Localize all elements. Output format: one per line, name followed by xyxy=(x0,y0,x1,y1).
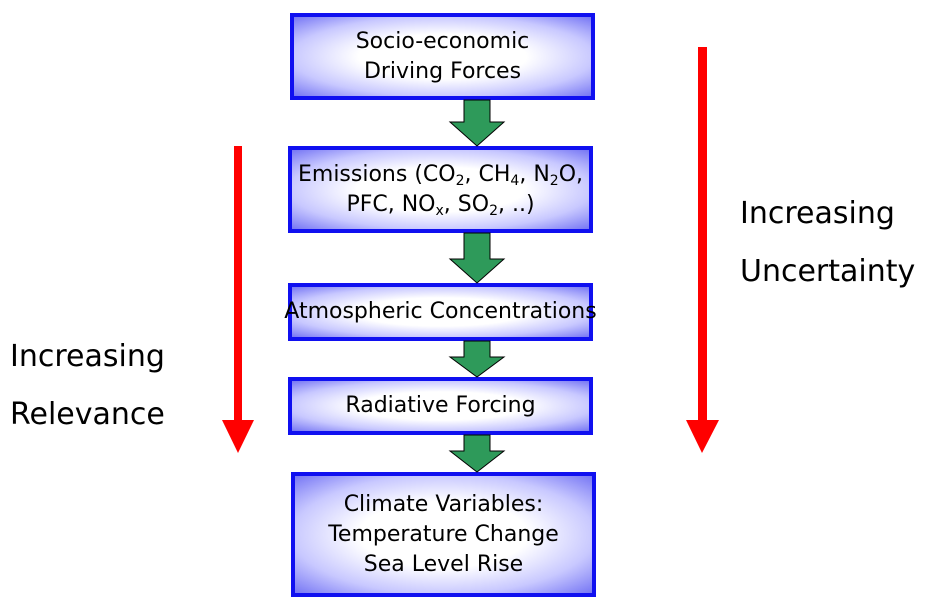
box-text-line: Radiative Forcing xyxy=(345,393,536,418)
box-text-line: Socio-economic xyxy=(355,28,530,54)
text-run: O, xyxy=(558,161,584,187)
box-atmospheric-concentrations: Atmospheric Concentrations xyxy=(284,283,597,341)
increasing-uncertainty-label: Increasing Uncertainty xyxy=(740,185,915,301)
box-socio-economic-driving-forces: Socio-economic Driving Forces xyxy=(290,13,595,100)
box-text-line: Climate Variables: xyxy=(343,491,544,517)
subscript: 2 xyxy=(489,202,498,219)
subscript: 4 xyxy=(510,172,520,189)
text-run: , CH xyxy=(464,161,511,187)
down-arrow-icon xyxy=(448,434,506,473)
box-text-line: Atmospheric Concentrations xyxy=(284,299,597,324)
down-arrow-icon xyxy=(448,340,506,378)
box-text-line: Sea Level Rise xyxy=(363,551,524,577)
box-climate-variables: Climate Variables: Temperature Change Se… xyxy=(291,472,596,597)
uncertainty-arrow-icon xyxy=(686,47,719,453)
relevance-arrow-icon xyxy=(222,146,254,453)
side-label-line: Increasing xyxy=(740,196,895,231)
text-run: , SO xyxy=(443,191,490,217)
emissions-line-1: Emissions (CO2, CH4, N2O, xyxy=(298,160,583,190)
down-arrow-icon xyxy=(448,232,506,284)
side-label-line: Relevance xyxy=(10,397,165,432)
down-arrow-icon xyxy=(448,99,506,147)
increasing-relevance-label: Increasing Relevance xyxy=(10,328,165,444)
box-text-line: Temperature Change xyxy=(328,521,559,547)
text-run: Emissions (CO xyxy=(297,161,456,187)
side-label-line: Increasing xyxy=(10,339,165,374)
subscript: 2 xyxy=(455,172,465,189)
emissions-line-2: PFC, NOx, SO2, ..) xyxy=(346,190,534,220)
box-radiative-forcing: Radiative Forcing xyxy=(288,377,593,435)
subscript: x xyxy=(435,202,444,219)
box-text-line: Driving Forces xyxy=(363,58,522,84)
text-run: , N xyxy=(519,161,550,187)
text-run: PFC, NO xyxy=(346,191,436,217)
text-run: , ..) xyxy=(497,191,535,217)
box-emissions: Emissions (CO2, CH4, N2O, PFC, NOx, SO2,… xyxy=(288,146,593,233)
subscript: 2 xyxy=(549,172,559,189)
side-label-line: Uncertainty xyxy=(740,254,916,289)
